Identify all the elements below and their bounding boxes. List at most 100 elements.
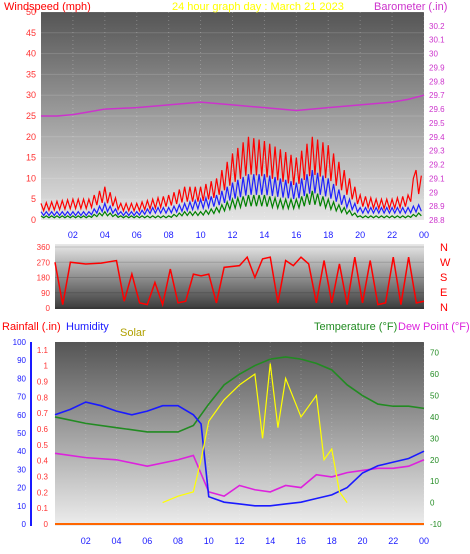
wind-line-lull	[40, 190, 422, 219]
temp-x-tick: 04	[111, 536, 121, 546]
compass-label: S	[440, 272, 447, 284]
direction-tick: 0	[46, 304, 51, 313]
wind-x-tick: 00	[419, 230, 429, 240]
humidity-tick: 40	[17, 447, 26, 456]
direction-tick: 180	[37, 274, 51, 283]
humidity-tick: 70	[17, 393, 26, 402]
temperature-tick: 30	[430, 434, 439, 443]
wind-x-tick: 16	[291, 230, 301, 240]
rainfall-tick: 0.2	[37, 488, 49, 497]
barometer-tick: 28.8	[429, 216, 445, 225]
rainfall-tick: 1.1	[37, 346, 49, 355]
barometer-axis-label: Barometer (.in)	[374, 1, 447, 13]
rainfall-tick: 0.5	[37, 441, 49, 450]
barometer-tick: 29.4	[429, 133, 445, 142]
wind-x-tick: 08	[164, 230, 174, 240]
rainfall-tick: 0.4	[37, 457, 49, 466]
wind-x-tick: 22	[387, 230, 397, 240]
temp-x-tick: 02	[81, 536, 91, 546]
windspeed-tick: 25	[26, 111, 36, 121]
compass-label: E	[440, 287, 447, 299]
wind-line-gust	[40, 136, 422, 213]
barometer-tick-labels: 28.8 28.9 29 29.1 29.2 29.3 29.4 29.5 29.6 29.7 29…	[429, 22, 445, 225]
humidity-axis-label: Humidity	[66, 321, 109, 333]
compass-label: N	[440, 302, 448, 314]
temperature-axis-label: Temperature (°F)	[314, 321, 397, 333]
rainfall-tick: 0.7	[37, 409, 49, 418]
windspeed-tick: 10	[26, 173, 36, 183]
wind-x-tick: 12	[227, 230, 237, 240]
temp-x-tick: 18	[327, 536, 337, 546]
temperature-tick: 40	[430, 413, 439, 422]
compass-label: W	[440, 257, 451, 269]
rainfall-tick: 0.1	[37, 504, 49, 513]
rainfall-tick: 0.8	[37, 393, 49, 402]
rainfall-tick: 0.6	[37, 425, 49, 434]
humidity-tick: 50	[17, 429, 26, 438]
rainfall-tick: 0.9	[37, 378, 49, 387]
windspeed-tick: 0	[31, 215, 36, 225]
chart-title: 24 hour graph day : March 21 2023	[172, 1, 344, 13]
dewpoint-axis-label: Dew Point (°F)	[398, 321, 470, 333]
wind-x-tick: 14	[259, 230, 269, 240]
temp-plot-area	[55, 342, 424, 526]
temp-x-tick: 14	[265, 536, 275, 546]
barometer-tick: 29.6	[429, 105, 445, 114]
rainfall-tick: 1	[44, 362, 49, 371]
solar-axis-label: Solar	[120, 327, 146, 339]
wind-x-tick: 06	[132, 230, 142, 240]
temp-line-solar	[162, 363, 348, 504]
direction-line	[54, 255, 425, 308]
wind-x-tick: 10	[196, 230, 206, 240]
temp-x-tick: 10	[204, 536, 214, 546]
temp-line-humidity	[54, 401, 425, 507]
humidity-tick: 20	[17, 484, 26, 493]
temperature-tick: 50	[430, 392, 439, 401]
wind-grid	[41, 11, 425, 221]
direction-tick-labels: 0 90 180 270 360	[37, 243, 51, 313]
barometer-tick: 29.8	[429, 77, 445, 86]
humidity-tick: 80	[17, 374, 26, 383]
temperature-tick: 20	[430, 456, 439, 465]
humidity-tick: 90	[17, 356, 26, 365]
barometer-tick: 29.9	[429, 63, 445, 72]
wind-x-tick: 02	[68, 230, 78, 240]
temperature-tick: 60	[430, 370, 439, 379]
windspeed-tick: 50	[26, 7, 36, 17]
barometer-tick: 30	[429, 50, 438, 59]
wind-x-tick: 20	[355, 230, 365, 240]
temp-x-tick: 20	[357, 536, 367, 546]
barometer-tick: 29.7	[429, 91, 445, 100]
direction-tick: 90	[41, 289, 50, 298]
barometer-tick: 28.9	[429, 202, 445, 211]
temperature-tick: 70	[430, 349, 439, 358]
compass-label: N	[440, 242, 448, 254]
temp-x-tick: 16	[296, 536, 306, 546]
wind-line-barometer	[41, 94, 425, 117]
humidity-tick: 100	[13, 338, 27, 347]
direction-plot-area	[55, 244, 424, 309]
barometer-tick: 29.5	[429, 119, 445, 128]
barometer-tick: 30.1	[429, 36, 445, 45]
humidity-tick-labels: 0 10 20 30 40 50 60 70 80 90 100	[13, 338, 27, 529]
windspeed-tick: 20	[26, 132, 36, 142]
temp-x-tick: 06	[142, 536, 152, 546]
temp-line-temperature	[54, 356, 425, 433]
temp-x-tick-labels: 02 04 06 08 10 12 14 16 18 20 22 00	[81, 536, 429, 546]
direction-tick: 360	[37, 243, 51, 252]
barometer-tick: 29.2	[429, 161, 445, 170]
humidity-tick: 0	[22, 520, 27, 529]
barometer-tick: 29.3	[429, 147, 445, 156]
temperature-tick: 0	[430, 499, 435, 508]
temp-x-tick: 22	[388, 536, 398, 546]
temperature-tick: -10	[430, 520, 442, 529]
humidity-tick: 10	[17, 502, 26, 511]
wind-series	[40, 94, 425, 219]
rainfall-axis-label: Rainfall (.in)	[2, 321, 61, 333]
rainfall-tick-labels: 0 0.1 0.2 0.3 0.4 0.5 0.6 0.7 0.8 0.9 1 1.1	[37, 346, 49, 529]
humidity-tick: 60	[17, 411, 26, 420]
direction-series	[54, 255, 425, 308]
temperature-tick: 10	[430, 477, 439, 486]
